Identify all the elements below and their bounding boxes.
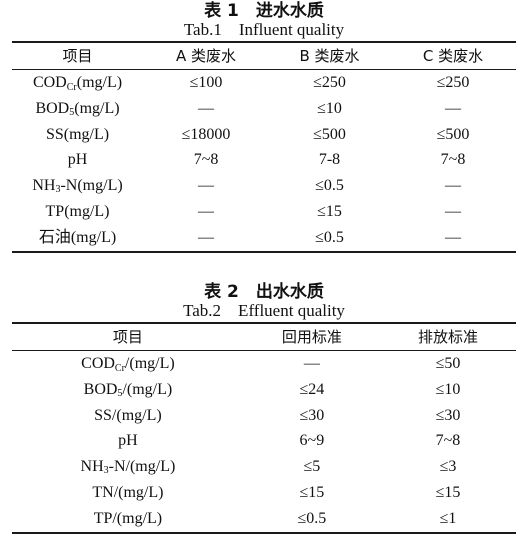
table1-header-row: 项目 A 类废水 B 类废水 C 类废水	[12, 43, 516, 69]
cell: ≤0.5	[297, 509, 327, 527]
table2-bottom-rule	[12, 531, 516, 534]
cell: —	[198, 177, 215, 195]
cell: ≤0.5	[315, 177, 344, 195]
row-label: BOD5/(mg/L)	[83, 380, 173, 399]
table2-title-cn: 表 2 出水水质	[204, 282, 324, 302]
cell: —	[444, 177, 461, 195]
row-label: NH3-N/(mg/L)	[80, 458, 176, 477]
table1-header-a: A 类废水	[176, 47, 237, 65]
row-label: BOD5(mg/L)	[35, 99, 120, 118]
table2: 项目 回用标准 排放标准	[12, 324, 516, 350]
row-label: TP(mg/L)	[45, 202, 110, 220]
table-row: TP(mg/L) — ≤15 —	[12, 199, 516, 225]
cell: ≤15	[435, 483, 461, 501]
row-label: CODCr/(mg/L)	[81, 355, 175, 374]
table1-block: 表 1 进水水质 Tab.1 Influent quality 项目 A 类废水…	[0, 0, 528, 253]
table-row: 石油(mg/L) — ≤0.5 —	[12, 225, 516, 251]
cell: ≤100	[189, 74, 223, 91]
cell: ≤30	[435, 406, 461, 424]
table2-header-reuse: 回用标准	[281, 328, 342, 346]
row-label: pH	[118, 432, 138, 450]
row-label: TP/(mg/L)	[93, 509, 163, 527]
row-label: TN/(mg/L)	[92, 483, 164, 501]
cell: —	[444, 202, 461, 220]
table-row: SS(mg/L) ≤18000 ≤500 ≤500	[12, 122, 516, 148]
cell: ≤0.5	[315, 228, 344, 246]
table-row: CODCr(mg/L) ≤100 ≤250 ≤250	[12, 70, 516, 96]
table-row: pH 7~8 7-8 7~8	[12, 147, 516, 173]
table1-bottom-rule	[12, 250, 516, 253]
table-row: BOD5(mg/L) — ≤10 —	[12, 96, 516, 122]
table1: 项目 A 类废水 B 类废水 C 类废水	[12, 43, 516, 69]
table-row: TP/(mg/L) ≤0.5 ≤1	[12, 506, 516, 532]
cell: ≤15	[299, 483, 325, 501]
cell: —	[198, 228, 215, 246]
cell: ≤500	[436, 125, 470, 143]
cell: —	[198, 202, 215, 220]
table-row: BOD5/(mg/L) ≤24 ≤10	[12, 377, 516, 403]
cell: ≤500	[313, 125, 346, 143]
table1-title-cn: 表 1 进水水质	[204, 1, 324, 21]
cell: —	[444, 99, 461, 117]
table1-top-rule	[12, 41, 516, 43]
cell: ≤1	[439, 509, 457, 527]
row-label: 石油(mg/L)	[38, 228, 117, 246]
cell: —	[444, 228, 461, 246]
table-row: pH 6~9 7~8	[12, 428, 516, 454]
row-label: SS(mg/L)	[45, 125, 110, 143]
table1-header-item: 项目	[62, 47, 93, 65]
cell: ≤30	[299, 406, 325, 424]
table2-top-rule	[12, 322, 516, 324]
table-row: TN/(mg/L) ≤15 ≤15	[12, 480, 516, 506]
row-label: pH	[67, 151, 88, 169]
table1-body: CODCr(mg/L) ≤100 ≤250 ≤250 BOD5(mg/L) — …	[12, 70, 516, 251]
cell: ≤10	[435, 380, 461, 398]
table1-title-en: Tab.1 Influent quality	[183, 20, 345, 39]
table1-header-b: B 类废水	[299, 47, 360, 65]
table2-block: 表 2 出水水质 Tab.2 Effluent quality 项目 回用标准 …	[0, 281, 528, 534]
cell: ≤10	[317, 99, 342, 117]
cell: ≤50	[435, 355, 461, 372]
table2-header-row: 项目 回用标准 排放标准	[12, 324, 516, 350]
table2-header-rule	[12, 350, 516, 351]
table-row: SS/(mg/L) ≤30 ≤30	[12, 403, 516, 429]
cell: —	[303, 355, 320, 372]
cell: ≤18000	[181, 125, 231, 143]
table-row: NH3-N/(mg/L) ≤5 ≤3	[12, 454, 516, 480]
cell: ≤250	[313, 74, 346, 91]
table1-header-c: C 类废水	[422, 47, 484, 65]
row-label: SS/(mg/L)	[94, 406, 162, 424]
table1-header-rule	[12, 69, 516, 70]
table-row: NH3-N(mg/L) — ≤0.5 —	[12, 173, 516, 199]
cell: ≤3	[439, 458, 457, 476]
row-label: CODCr(mg/L)	[32, 74, 123, 93]
cell: 7~8	[440, 151, 466, 169]
cell: ≤250	[436, 74, 470, 91]
table2-body: CODCr/(mg/L) — ≤50 BOD5/(mg/L) ≤24 ≤10 S…	[12, 351, 516, 532]
cell: 7-8	[318, 151, 341, 169]
row-label: NH3-N(mg/L)	[32, 177, 123, 196]
cell: ≤24	[299, 380, 325, 398]
cell: ≤15	[317, 202, 342, 220]
table2-title-en: Tab.2 Effluent quality	[183, 301, 345, 320]
cell: —	[198, 99, 215, 117]
cell: 7~8	[435, 432, 461, 450]
cell: 6~9	[299, 432, 325, 450]
cell: 7~8	[193, 151, 219, 169]
cell: ≤5	[303, 458, 321, 476]
table-row: CODCr/(mg/L) — ≤50	[12, 351, 516, 377]
table2-header-item: 项目	[112, 328, 143, 346]
table2-header-discharge: 排放标准	[417, 328, 478, 346]
